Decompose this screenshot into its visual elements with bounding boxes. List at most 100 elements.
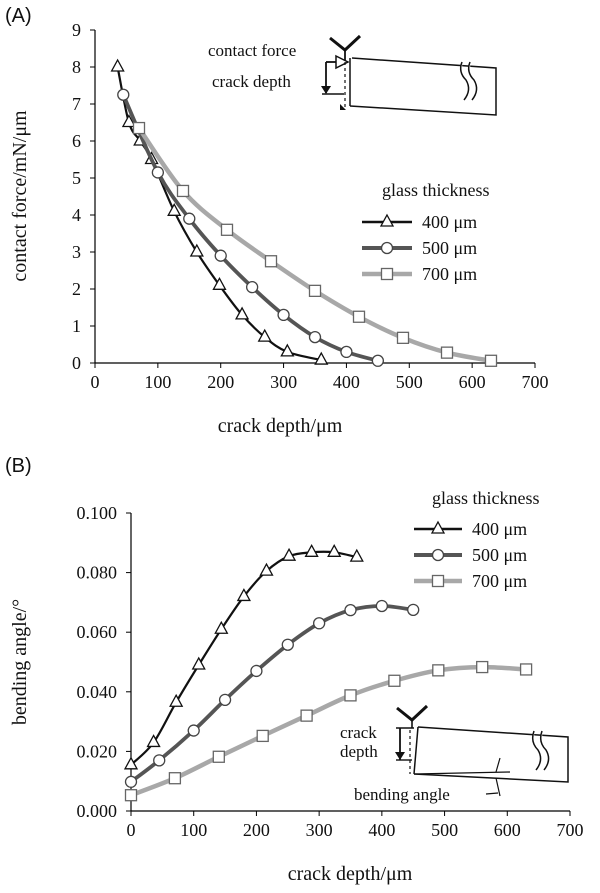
- panel-b-series-400-point: [214, 620, 229, 634]
- panel-a-y-tick-label: 0: [72, 353, 81, 373]
- panel-b-series-700-point: [256, 729, 269, 743]
- panel-b-series-700-line: [128, 664, 529, 798]
- panel-b-series-400-point: [259, 562, 274, 576]
- panel-b-series-700-point: [388, 674, 401, 687]
- panel-b-series-500-line: [129, 604, 416, 784]
- panel-b-legend-label-400: 400 μm: [472, 519, 527, 539]
- panel-a-x-axis-label: crack depth/μm: [218, 415, 343, 437]
- panel-a-y-tick-label: 3: [72, 242, 81, 262]
- panel-a-ticks: 0 100 200 300 400 500 600 700 0 1 2 3 4 5 6 7 8 9: [72, 20, 549, 392]
- panel-b-legend: glass thickness 400 μm 500 μm 700 μm: [414, 488, 540, 591]
- inset-b-break-symbol: [531, 730, 550, 771]
- panel-a-series-400-point: [110, 58, 125, 72]
- panel-a-series-400-point: [189, 243, 204, 257]
- panel-b-series-400-point: [281, 547, 297, 561]
- panel-a-x-tick-label: 600: [459, 372, 486, 392]
- panel-a-legend-label-500: 500 μm: [422, 238, 477, 258]
- panel-b-ticks: 0 100 200 300 400 500 600 700 0.000 0.020 0.040 0.0…: [77, 503, 584, 840]
- panel-a-legend-title: glass thickness: [382, 180, 490, 200]
- panel-a-label: (A): [5, 5, 32, 27]
- inset-b-crack-label: crack: [340, 723, 377, 742]
- panel-a-x-tick-label: 400: [333, 372, 360, 392]
- panel-a-legend-marker-400: [379, 213, 395, 227]
- panel-b-y-tick-label: 0.000: [77, 801, 118, 821]
- panel-b-x-tick-label: 300: [306, 820, 333, 840]
- panel-b-y-tick-label: 0.020: [77, 741, 118, 761]
- panel-b-x-tick-label: 100: [180, 820, 207, 840]
- panel-a-series-700-point: [396, 331, 410, 344]
- inset-a-glass-beam: [349, 57, 497, 116]
- panel-b-series-400-point: [123, 756, 139, 770]
- panel-b-series-700-point: [168, 772, 182, 785]
- panel-a-y-axis-label: contact force/mN/μm: [9, 110, 31, 282]
- panel-b-series-400-point: [327, 543, 342, 557]
- panel-b-series-400-point: [191, 656, 206, 670]
- panel-b-y-tick-label: 0.100: [77, 503, 118, 523]
- panel-a-y-tick-label: 8: [72, 57, 81, 77]
- panel-b-x-axis-label: crack depth/μm: [288, 863, 413, 885]
- panel-b: (B) 0 100 200 300 400 500 600 700 0.000 0.020 0.04…: [5, 455, 584, 885]
- panel-b-series-500-point: [375, 599, 389, 613]
- panel-b-legend-label-700: 700 μm: [472, 571, 527, 591]
- panel-a-series-400-point: [280, 343, 295, 357]
- panel-b-series-700-point: [300, 709, 313, 722]
- panel-b-series-500-point: [407, 603, 420, 616]
- panel-a-series-500-point: [117, 88, 130, 101]
- panel-a-series-500-point: [151, 166, 165, 179]
- panel-b-series-400-line: [129, 550, 358, 766]
- panel-a-series-700-point: [132, 121, 146, 135]
- panel-b-x-tick-label: 600: [494, 820, 521, 840]
- panel-b-series-500-point: [153, 754, 166, 767]
- panel-a-legend-marker-700: [380, 267, 394, 281]
- panel-a-x-tick-label: 0: [91, 372, 100, 392]
- inset-a-contact-wedge: [329, 34, 362, 52]
- panel-a-x-tick-label: 700: [522, 372, 549, 392]
- panel-a-y-tick-label: 2: [72, 279, 81, 299]
- panel-a-x-tick-label: 500: [396, 372, 423, 392]
- panel-a-series-500-point: [245, 280, 259, 294]
- panel-b-legend-label-500: 500 μm: [472, 545, 527, 565]
- panel-a-series-400-point: [121, 114, 137, 128]
- panel-b-y-axis-label: bending angle/°: [9, 599, 31, 725]
- inset-b-contact-wedge: [396, 704, 429, 722]
- panel-a-x-tick-label: 300: [270, 372, 297, 392]
- panel-a-series-500-line: [121, 92, 380, 363]
- panel-a-y-tick-label: 4: [72, 205, 81, 225]
- panel-b-series-700-point: [344, 689, 357, 702]
- panel-b-series-400-point: [304, 543, 319, 557]
- panel-b-series-400-point: [169, 693, 184, 707]
- panel-b-series-400-point: [236, 588, 251, 602]
- panel-a-series-700-point: [484, 354, 498, 367]
- panel-a-y-tick-label: 5: [72, 168, 81, 188]
- panel-b-series-400-point: [146, 734, 161, 748]
- panel-a-x-tick-label: 200: [207, 372, 234, 392]
- inset-a-force-arrow: [335, 54, 350, 70]
- panel-a-series-700-point: [308, 284, 322, 298]
- panel-a-x-tick-label: 100: [144, 372, 171, 392]
- panel-a-series-500-point: [308, 330, 322, 344]
- panel-a-series-700-point: [352, 310, 366, 323]
- panel-a-legend: glass thickness 400 μm 500 μm 700 μm: [362, 180, 490, 284]
- panel-b-series-700-point: [432, 664, 445, 677]
- panel-b-x-tick-label: 0: [127, 820, 136, 840]
- panel-b-series-700-point: [519, 663, 533, 676]
- panel-b-series-700-point: [212, 750, 225, 763]
- panel-b-legend-marker-500: [431, 548, 445, 562]
- panel-b-y-tick-label: 0.060: [77, 622, 118, 642]
- panel-a-series-400-point: [257, 328, 272, 342]
- panel-a: (A) 0 100 200 300 400 500 600 700 0 1 2 3 4 5 6 7 8 9 cra…: [5, 5, 549, 437]
- panel-a-series-700-point: [440, 346, 454, 359]
- panel-a-series-400-point: [212, 276, 227, 290]
- panel-b-x-tick-label: 200: [243, 820, 270, 840]
- panel-a-series-700-point: [176, 184, 190, 198]
- panel-a-series-700-point: [264, 255, 278, 268]
- inset-a-crack-depth-label: crack depth: [212, 72, 291, 91]
- panel-a-series-500-point: [371, 354, 385, 367]
- inset-b-glass-beam: [413, 726, 569, 783]
- panel-b-series-500-point: [312, 617, 326, 630]
- panel-b-series-500-point: [250, 664, 263, 678]
- panel-a-series-500-point: [277, 308, 290, 322]
- inset-b-depth-label: depth: [340, 742, 378, 761]
- panel-a-series-500-point: [214, 249, 227, 262]
